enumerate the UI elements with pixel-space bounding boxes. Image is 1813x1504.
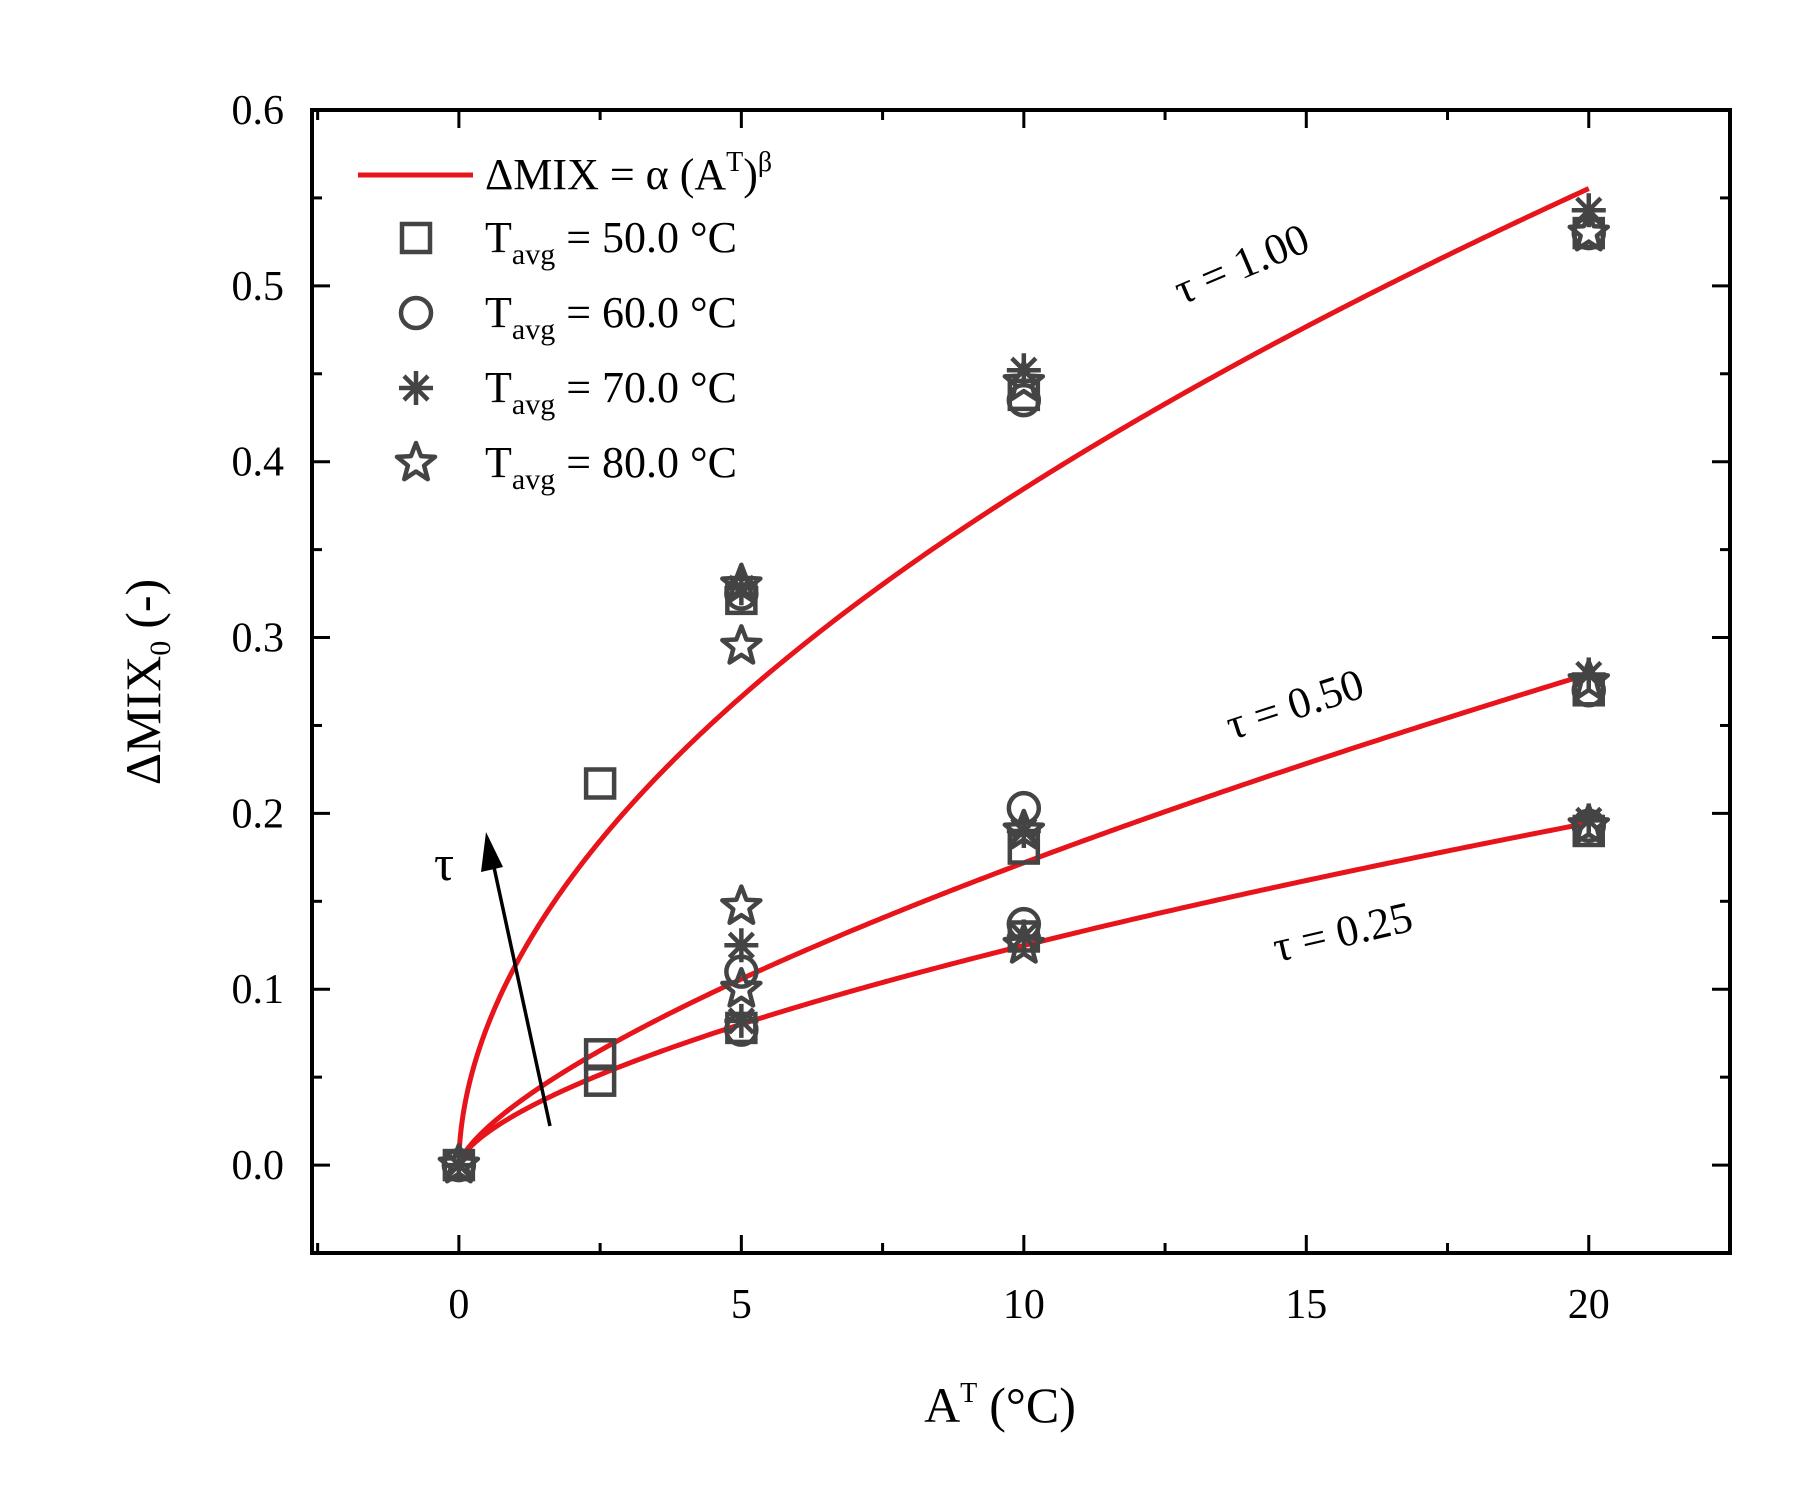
x-tick-label: 5 <box>731 1282 752 1328</box>
legend-fit-label: ΔMIX = α (AT)β <box>485 147 772 199</box>
point-star <box>720 884 763 926</box>
tau-label-0-25: τ = 0.25 <box>1268 892 1417 972</box>
point-star <box>720 966 763 1008</box>
x-axis-title: AT (°C) <box>924 1377 1076 1433</box>
asterisk-stroke <box>727 1007 755 1035</box>
legend-series-0: Tavg = 50.0 °C <box>485 213 737 271</box>
point-star <box>1567 659 1611 700</box>
y-tick-label: 0.1 <box>232 967 285 1013</box>
legend-series-3: Tavg = 80.0 °C <box>485 438 737 496</box>
point-square <box>583 1064 617 1097</box>
point-asterisk <box>1006 353 1041 388</box>
y-tick-label: 0.6 <box>232 88 285 134</box>
x-tick-label: 10 <box>1003 1282 1045 1328</box>
fit-curve-1 <box>456 671 1590 1166</box>
data-points <box>437 193 1611 1184</box>
point-star <box>1002 923 1046 964</box>
asterisk-stroke <box>1010 356 1038 384</box>
x-tick-label: 15 <box>1285 1282 1327 1328</box>
tau-arrow-head <box>481 832 503 872</box>
tau-arrow: τ <box>434 832 552 1127</box>
point-star <box>720 624 763 665</box>
asterisk-stroke <box>402 374 430 402</box>
point-star <box>1567 803 1611 845</box>
point-asterisk <box>724 1003 759 1038</box>
point-star <box>1002 360 1046 401</box>
legend: ΔMIX = α (AT)β Tavg = 50.0 °C Tavg = 60.… <box>358 147 772 496</box>
tau-arrow-line <box>490 857 552 1127</box>
y-tick-label: 0.0 <box>232 1143 285 1189</box>
x-tick-label: 20 <box>1568 1282 1610 1328</box>
point-star <box>720 562 763 604</box>
x-tick-label: 0 <box>448 1282 469 1328</box>
asterisk-stroke <box>727 931 755 959</box>
point-star <box>437 1142 481 1184</box>
legend-markers <box>394 221 438 482</box>
legend-marker-star <box>394 440 438 482</box>
plot-frame <box>310 108 1732 1255</box>
tau-arrow-label: τ <box>434 835 454 891</box>
point-square <box>583 767 617 800</box>
legend-series-2: Tavg = 70.0 °C <box>485 363 737 421</box>
y-tick-label: 0.5 <box>232 264 285 310</box>
point-star <box>1002 808 1046 850</box>
tau-label-1-00: τ = 1.00 <box>1167 214 1316 314</box>
axis-ticks: 0 5 10 15 20 0.0 0.1 0.2 0.3 0.4 0.5 0.6 <box>232 88 1730 1328</box>
point-star <box>1567 210 1611 252</box>
legend-marker-circle <box>398 295 434 331</box>
asterisk-stroke <box>1575 196 1603 224</box>
fit-curve-0 <box>456 186 1590 1166</box>
legend-series-1: Tavg = 60.0 °C <box>485 288 737 346</box>
y-axis-title: ΔMIX0(-) <box>115 579 177 785</box>
y-tick-label: 0.3 <box>232 616 285 662</box>
fit-curve-2 <box>456 820 1590 1166</box>
tau-label-0-50: τ = 0.50 <box>1220 659 1370 749</box>
y-tick-label: 0.2 <box>232 791 285 837</box>
y-tick-label: 0.4 <box>232 440 285 486</box>
asterisk-stroke <box>1010 922 1038 951</box>
legend-marker-asterisk <box>399 371 433 405</box>
point-asterisk <box>1571 193 1606 228</box>
point-asterisk <box>724 928 759 963</box>
legend-marker-square <box>399 221 433 255</box>
